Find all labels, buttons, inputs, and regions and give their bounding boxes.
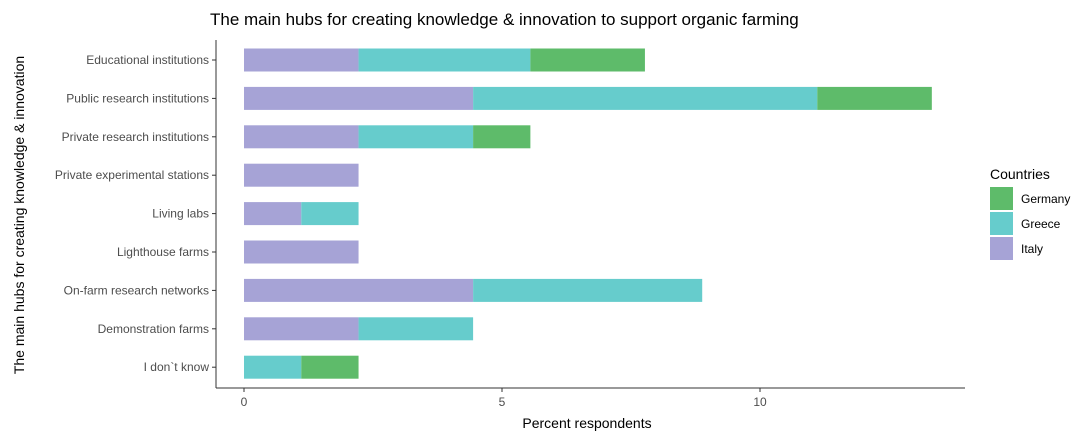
bar-italy-7: [244, 317, 359, 341]
y-tick-label: Public research institutions: [66, 91, 209, 105]
legend-label-italy: Italy: [1021, 242, 1043, 256]
legend: Countries Germany Greece Italy: [990, 166, 1070, 260]
legend-title: Countries: [990, 166, 1050, 182]
legend-key-italy: [990, 237, 1013, 260]
y-tick-label: Demonstration farms: [98, 322, 209, 336]
bar-italy-6: [244, 278, 474, 302]
bar-germany-1: [817, 86, 932, 110]
y-axis-title: The main hubs for creating knowledge & i…: [11, 56, 27, 374]
x-axis-title: Percent respondents: [522, 415, 651, 431]
y-tick-label: I don`t know: [144, 360, 210, 374]
y-tick-label: On-farm research networks: [64, 283, 209, 297]
bar-greece-7: [358, 317, 474, 341]
legend-key-germany: [990, 187, 1013, 210]
y-tick-label: Private research institutions: [62, 130, 209, 144]
bars-layer: [244, 48, 932, 379]
y-tick-label: Private experimental stations: [55, 168, 209, 182]
legend-label-germany: Germany: [1021, 192, 1070, 206]
chart-title: The main hubs for creating knowledge & i…: [210, 10, 799, 29]
bar-italy-3: [244, 163, 359, 187]
legend-key-greece: [990, 212, 1013, 235]
bar-italy-5: [244, 240, 359, 264]
x-tick-label: 5: [499, 395, 506, 409]
y-tick-label: Educational institutions: [86, 53, 209, 67]
axes-layer: Educational institutions Public research …: [55, 40, 965, 409]
bar-italy-1: [244, 86, 474, 110]
bar-italy-4: [244, 202, 302, 226]
legend-label-greece: Greece: [1021, 217, 1061, 231]
bar-greece-6: [473, 278, 703, 302]
bar-germany-2: [473, 125, 531, 149]
bar-greece-1: [473, 86, 818, 110]
bar-germany-8: [301, 355, 359, 379]
bar-italy-0: [244, 48, 359, 72]
bar-greece-2: [358, 125, 474, 149]
y-tick-label: Lighthouse farms: [117, 245, 209, 259]
bar-greece-8: [244, 355, 302, 379]
x-tick-label: 0: [241, 395, 248, 409]
bar-greece-0: [358, 48, 531, 72]
y-tick-label: Living labs: [152, 207, 209, 221]
bar-greece-4: [301, 202, 359, 226]
bar-italy-2: [244, 125, 359, 149]
x-tick-label: 10: [753, 395, 767, 409]
bar-germany-0: [530, 48, 645, 72]
